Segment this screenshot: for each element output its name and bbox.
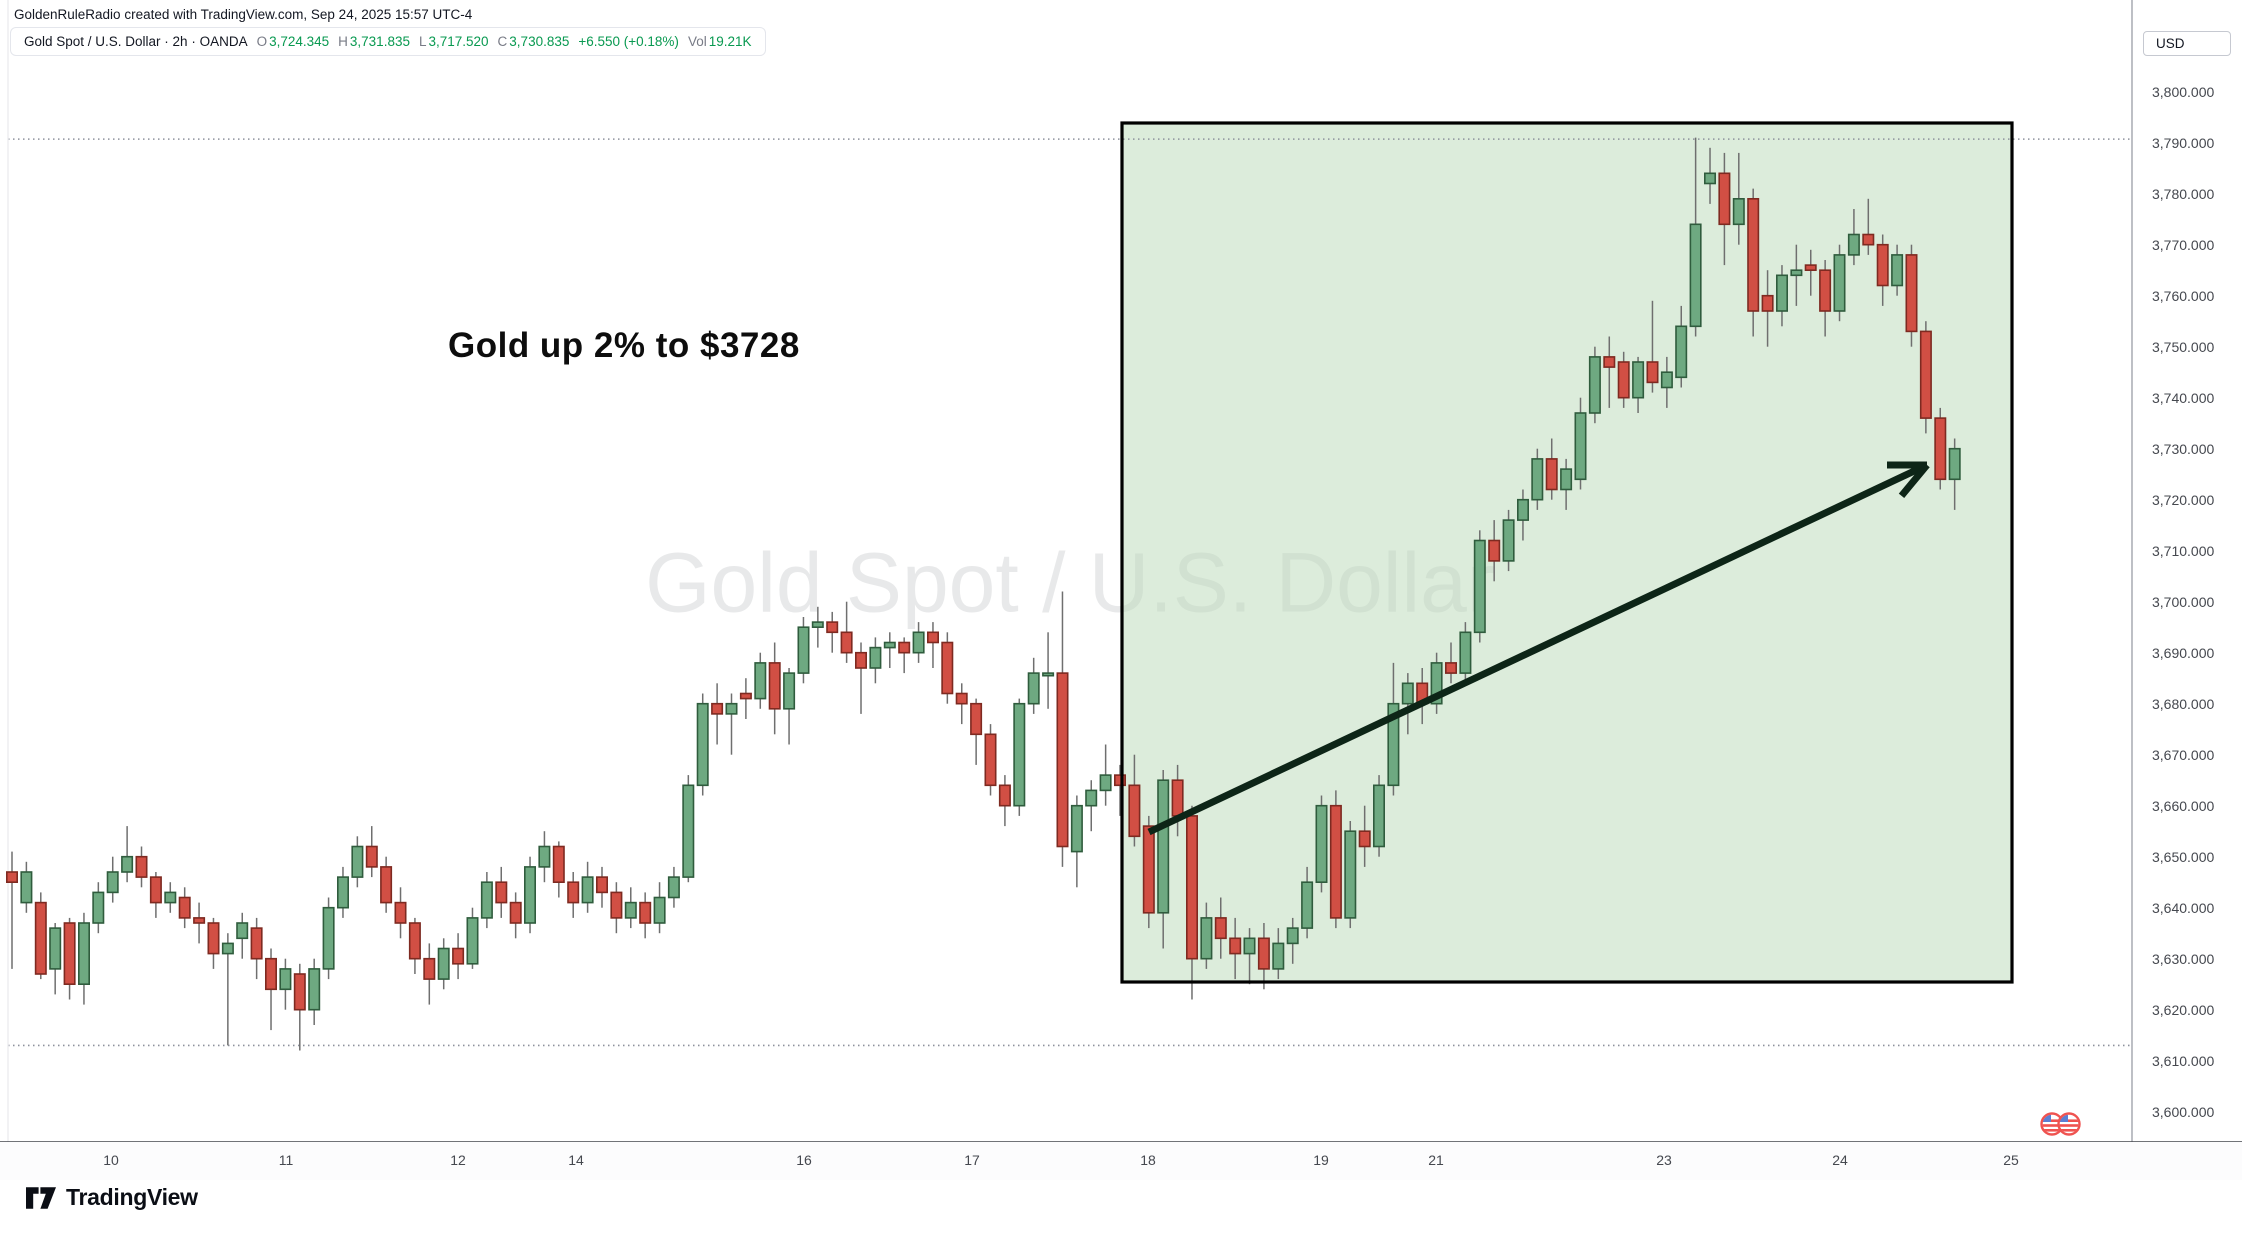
price-tick-label: 3,670.000 <box>2152 746 2215 763</box>
close-label: C <box>497 34 508 49</box>
price-tick-label: 3,790.000 <box>2152 134 2215 151</box>
price-tick-label: 3,800.000 <box>2152 83 2215 100</box>
time-axis-label: 16 <box>796 1152 812 1168</box>
price-tick-label: 3,600.000 <box>2152 1103 2215 1120</box>
byline: GoldenRuleRadio created with TradingView… <box>14 7 473 22</box>
low-value: 3,717.520 <box>428 34 489 49</box>
open-value: 3,724.345 <box>269 34 330 49</box>
price-tick-label: 3,780.000 <box>2152 185 2215 202</box>
high-value: 3,731.835 <box>349 34 410 49</box>
price-tick-label: 3,710.000 <box>2152 542 2215 559</box>
tradingview-logo-text: TradingView <box>66 1184 198 1210</box>
time-axis-label: 23 <box>1656 1152 1672 1168</box>
time-axis-label: 21 <box>1428 1152 1444 1168</box>
time-axis-label: 24 <box>1832 1152 1848 1168</box>
time-axis-label: 18 <box>1140 1152 1156 1168</box>
change-value: +6.550 (+0.18%) <box>578 34 679 49</box>
ohlc-high: H 3,731.835 <box>338 34 410 49</box>
volume-value: 19.21K <box>708 34 752 49</box>
price-tick-label: 3,610.000 <box>2152 1052 2215 1069</box>
time-axis-label: 10 <box>103 1152 119 1168</box>
time-axis-label: 14 <box>568 1152 584 1168</box>
close-value: 3,730.835 <box>509 34 570 49</box>
price-tick-label: 3,660.000 <box>2152 797 2215 814</box>
price-tick-label: 3,700.000 <box>2152 593 2215 610</box>
tradingview-logo[interactable]: TradingView <box>26 1184 198 1211</box>
time-axis[interactable]: 10 11 12 14 16 17 18 19 21 23 24 25 <box>0 1142 2242 1180</box>
ohlc-close: C 3,730.835 <box>498 34 570 49</box>
us-flag-icon <box>2040 1112 2064 1136</box>
price-tick-label: 3,650.000 <box>2152 848 2215 865</box>
currency-label: USD <box>2143 31 2231 56</box>
highlight-box-border[interactable] <box>1120 121 2014 984</box>
open-label: O <box>256 34 268 49</box>
highlight-box-fill[interactable] <box>1122 123 2012 982</box>
time-axis-label: 19 <box>1313 1152 1329 1168</box>
price-tick-label: 3,760.000 <box>2152 287 2215 304</box>
price-tick-label: 3,620.000 <box>2152 1001 2215 1018</box>
time-axis-label: 25 <box>2003 1152 2019 1168</box>
price-tick-label: 3,690.000 <box>2152 644 2215 661</box>
price-tick-label: 3,640.000 <box>2152 899 2215 916</box>
symbol-title: Gold Spot / U.S. Dollar · 2h · OANDA <box>24 34 248 49</box>
price-tick-label: 3,730.000 <box>2152 440 2215 457</box>
price-tick-label: 3,750.000 <box>2152 338 2215 355</box>
volume-label: Vol <box>687 34 707 49</box>
time-axis-label: 11 <box>278 1152 294 1168</box>
tradingview-logo-icon <box>26 1186 56 1209</box>
trend-arrow[interactable] <box>1147 461 1930 836</box>
symbol-info-bar[interactable]: Gold Spot / U.S. Dollar · 2h · OANDA O 3,… <box>10 27 766 56</box>
price-tick-label: 3,740.000 <box>2152 389 2215 406</box>
price-tick-label: 3,770.000 <box>2152 236 2215 253</box>
price-tick-label: 3,630.000 <box>2152 950 2215 967</box>
ohlc-open: O 3,724.345 <box>257 34 330 49</box>
time-axis-label: 12 <box>450 1152 466 1168</box>
time-axis-label: 17 <box>964 1152 980 1168</box>
ohlc-low: L 3,717.520 <box>419 34 489 49</box>
volume: Vol 19.21K <box>688 34 752 49</box>
candles <box>6 137 1961 1051</box>
price-axis[interactable]: USD 3,800.000 3,790.000 3,780.000 3,770.000… <box>2140 0 2242 1142</box>
price-tick-label: 3,680.000 <box>2152 695 2215 712</box>
high-label: H <box>338 34 348 49</box>
price-tick-label: 3,720.000 <box>2152 491 2215 508</box>
headline-annotation[interactable]: Gold up 2% to $3728 <box>448 326 800 365</box>
us-flag-icon <box>2057 1112 2081 1136</box>
low-label: L <box>418 34 427 49</box>
